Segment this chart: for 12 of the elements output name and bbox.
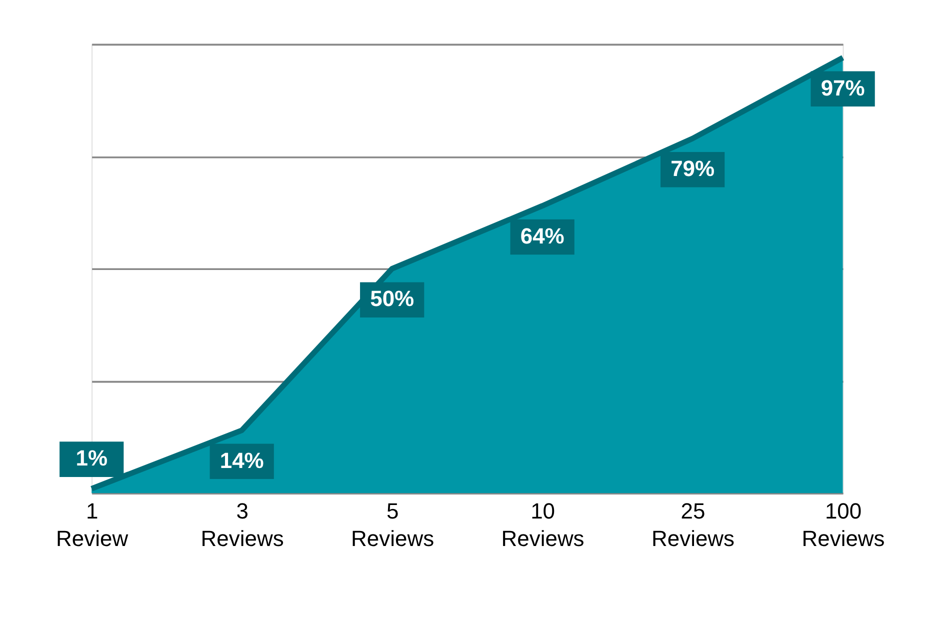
x-tick-label: 1 Review [56, 498, 128, 551]
x-tick-label: 5 Reviews [351, 498, 434, 551]
data-label: 79% [670, 156, 715, 182]
data-label: 97% [820, 75, 865, 100]
data-label: 50% [370, 286, 414, 312]
data-label: 1% [76, 446, 108, 471]
x-tick-label: 100 Reviews [802, 498, 885, 551]
data-label: 64% [520, 223, 564, 248]
x-tick-label: 3 Reviews [200, 498, 284, 551]
data-label: 14% [220, 448, 264, 473]
x-tick-label: 25 Reviews [652, 498, 735, 551]
x-tick-label: 10 Reviews [501, 498, 584, 551]
